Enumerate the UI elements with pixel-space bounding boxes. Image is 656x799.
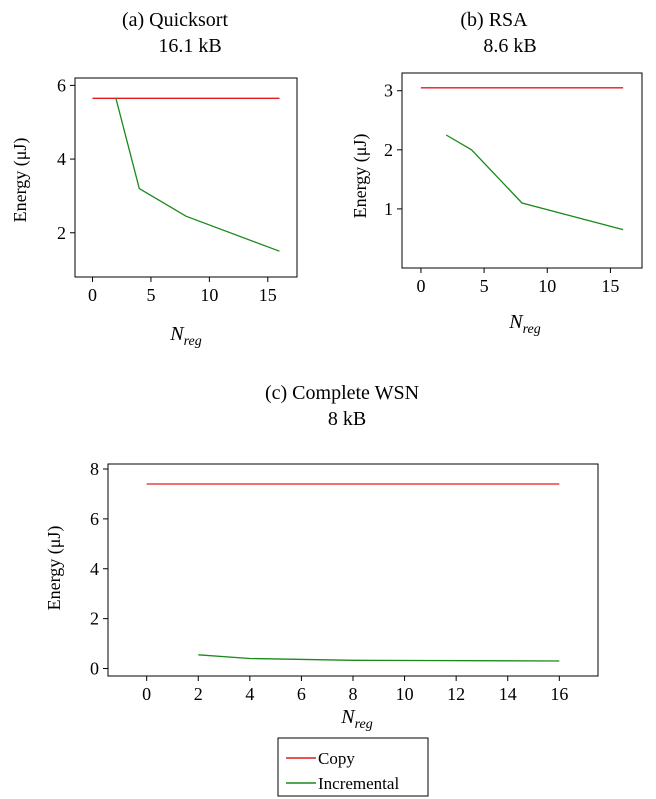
chart-b-xtick-label: 0 <box>416 276 425 296</box>
chart-a-ytick-label: 4 <box>57 149 66 169</box>
chart-c-xtick-label: 14 <box>499 684 517 704</box>
chart-b-ytick-label: 1 <box>384 199 393 219</box>
chart-b-ytick-label: 2 <box>384 140 393 160</box>
chart-c-xlabel-base: N <box>340 706 356 728</box>
chart-a-xticks: 0 5 10 15 <box>88 277 277 305</box>
chart-a-xtick-label: 10 <box>200 285 218 305</box>
chart-a-plot-frame <box>74 77 298 278</box>
chart-c-ytick-label: 2 <box>90 609 99 629</box>
chart-c-subtitle: 8 kB <box>328 408 366 430</box>
legend-box <box>277 737 429 797</box>
chart-b-xtick-label: 15 <box>601 276 619 296</box>
chart-c-plot-frame <box>107 463 599 677</box>
chart-a-ytick-label: 2 <box>57 223 66 243</box>
chart-b-xlabel-sub: reg <box>523 322 541 337</box>
legend-incremental-label: Incremental <box>318 774 399 793</box>
chart-c-xtick-label: 8 <box>349 684 358 704</box>
chart-a-xlabel: Nreg <box>169 323 202 349</box>
chart-c-xticks: 0 2 4 6 8 10 12 14 16 <box>142 676 568 704</box>
chart-a-title: (a) Quicksort <box>122 9 229 31</box>
chart-c: (c) Complete WSN 8 kB 0 2 4 6 8 10 12 14 16 0 2 4 6… <box>44 382 599 732</box>
legend-copy-label: Copy <box>318 749 355 768</box>
chart-c-ylabel: Energy (μJ) <box>44 526 65 611</box>
chart-a: (a) Quicksort 16.1 kB 0 5 10 15 2 4 6 Energy … <box>10 9 298 349</box>
chart-b-ytick-label: 3 <box>384 81 393 101</box>
chart-b-xtick-label: 10 <box>538 276 556 296</box>
chart-c-title: (c) Complete WSN <box>265 382 419 404</box>
chart-c-yticks: 0 2 4 6 8 <box>90 459 108 679</box>
chart-b: (b) RSA 8.6 kB 0 5 10 15 1 2 3 Energy (μJ) Nr… <box>350 9 643 337</box>
chart-c-xtick-label: 2 <box>194 684 203 704</box>
chart-b-yticks: 1 2 3 <box>384 81 402 219</box>
chart-c-series-incremental <box>198 654 560 662</box>
chart-c-xtick-label: 4 <box>245 684 254 704</box>
chart-b-xtick-label: 5 <box>480 276 489 296</box>
chart-c-xtick-label: 0 <box>142 684 151 704</box>
chart-c-ytick-label: 4 <box>90 559 99 579</box>
chart-b-subtitle: 8.6 kB <box>483 35 536 57</box>
chart-a-yticks: 2 4 6 <box>57 75 75 243</box>
chart-b-xticks: 0 5 10 15 <box>416 268 619 296</box>
legend: Copy Incremental <box>277 737 429 797</box>
chart-c-xtick-label: 16 <box>550 684 568 704</box>
chart-c-xtick-label: 6 <box>297 684 306 704</box>
chart-c-xtick-label: 12 <box>447 684 465 704</box>
chart-b-plot-frame <box>401 72 643 269</box>
chart-c-ytick-label: 0 <box>90 659 99 679</box>
chart-c-series <box>146 483 560 662</box>
chart-a-xtick-label: 5 <box>146 285 155 305</box>
chart-b-xlabel: Nreg <box>508 311 541 337</box>
chart-b-xlabel-base: N <box>508 311 524 333</box>
chart-c-ytick-label: 8 <box>90 459 99 479</box>
chart-b-ylabel: Energy (μJ) <box>350 134 371 219</box>
chart-c-xlabel: Nreg <box>340 706 373 732</box>
chart-b-series <box>420 87 624 231</box>
chart-a-xtick-label: 0 <box>88 285 97 305</box>
chart-c-xlabel-sub: reg <box>355 717 373 732</box>
chart-b-series-incremental <box>445 134 624 231</box>
chart-c-xtick-label: 10 <box>396 684 414 704</box>
chart-a-series-incremental <box>115 98 280 252</box>
chart-a-xlabel-base: N <box>169 323 185 345</box>
chart-a-ylabel: Energy (μJ) <box>10 138 31 223</box>
chart-a-series <box>92 97 280 252</box>
chart-c-ytick-label: 6 <box>90 509 99 529</box>
chart-a-ytick-label: 6 <box>57 75 66 95</box>
chart-a-xlabel-sub: reg <box>184 334 202 349</box>
chart-a-subtitle: 16.1 kB <box>158 35 221 57</box>
chart-b-title: (b) RSA <box>460 9 528 31</box>
chart-a-xtick-label: 15 <box>259 285 277 305</box>
